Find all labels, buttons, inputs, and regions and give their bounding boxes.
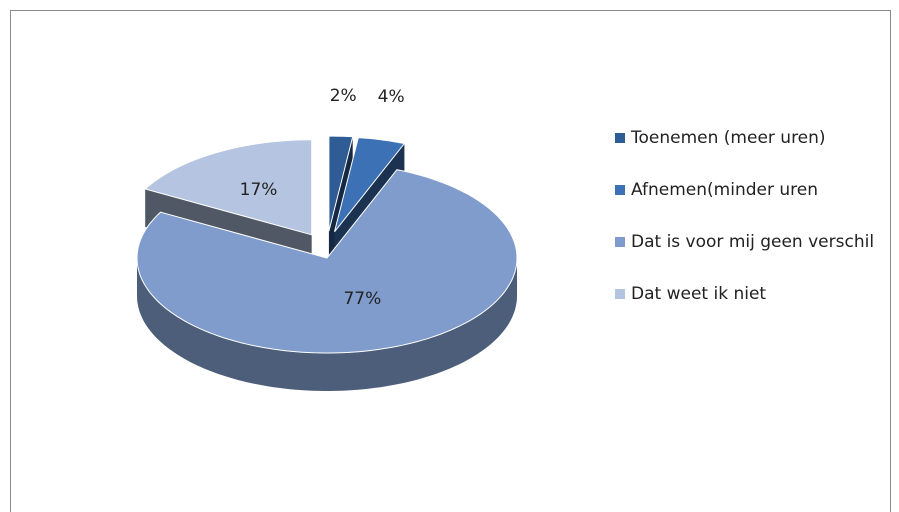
legend-item: Afnemen(minder uren xyxy=(615,177,890,203)
legend-label: Toenemen (meer uren) xyxy=(631,128,826,148)
legend-swatch xyxy=(615,133,625,143)
legend-label: Dat weet ik niet xyxy=(631,284,767,304)
data-label: 2% xyxy=(330,86,357,106)
legend-label: Afnemen(minder uren xyxy=(631,180,818,200)
slice xyxy=(334,137,406,233)
data-label: 77% xyxy=(343,289,381,309)
legend-item: Dat is voor mij geen verschil xyxy=(615,229,890,255)
data-label: 4% xyxy=(378,87,405,107)
legend-swatch xyxy=(615,237,625,247)
legend-label: Dat is voor mij geen verschil xyxy=(631,232,875,252)
legend-swatch xyxy=(615,185,625,195)
legend-item: Toenemen (meer uren) xyxy=(615,125,890,151)
slice xyxy=(136,169,518,354)
legend-item: Dat weet ik niet xyxy=(615,281,890,307)
data-label: 17% xyxy=(240,180,278,200)
slice-side xyxy=(137,258,517,391)
legend-swatch xyxy=(615,289,625,299)
slice xyxy=(144,139,313,236)
legend: Toenemen (meer uren) Afnemen(minder uren D… xyxy=(615,125,890,333)
slice xyxy=(328,135,354,232)
